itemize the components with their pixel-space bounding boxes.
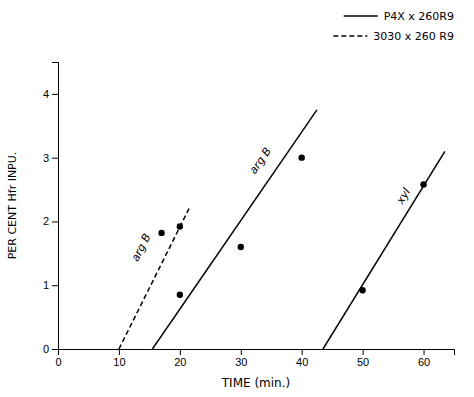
x-tick: 60 — [418, 349, 430, 368]
legend-label: P4X x 260R9 — [384, 10, 454, 23]
x-tick-mark — [424, 349, 425, 355]
fit-line — [323, 151, 445, 349]
x-tick-label: 50 — [357, 356, 369, 368]
data-point — [158, 230, 164, 236]
plot-area — [119, 110, 445, 349]
y-tick: 1 — [43, 279, 58, 291]
y-tick-label: 0 — [43, 343, 49, 355]
annotation: xyl — [393, 186, 413, 207]
x-tick: 0 — [55, 349, 61, 368]
y-axis-title: PER CENT Hfr INPU. — [6, 152, 19, 260]
annotation: arg B — [247, 145, 274, 177]
x-tick-label: 10 — [113, 356, 125, 368]
fit-line — [119, 209, 189, 349]
x-tick-label: 30 — [235, 356, 247, 368]
y-tick: 2 — [43, 215, 58, 227]
y-tick-mark — [52, 221, 58, 222]
x-tick-mark — [302, 349, 303, 355]
data-point — [359, 287, 365, 293]
x-tick: 40 — [296, 349, 308, 368]
legend: P4X x 260R9 3030 x 260 R9 — [333, 10, 454, 43]
legend-label: 3030 x 260 R9 — [373, 30, 454, 43]
y-tick: 4 — [43, 88, 58, 100]
y-tick-mark — [52, 94, 58, 95]
x-tick: 50 — [357, 349, 369, 368]
annotations: arg B arg B xyl — [129, 145, 413, 264]
x-tick-label: 0 — [55, 356, 61, 368]
x-tick-mark — [180, 349, 181, 355]
x-axis: 0 10 20 30 40 50 60 — [55, 349, 454, 368]
legend-swatch — [344, 15, 378, 17]
data-point — [298, 154, 304, 160]
x-tick-mark — [119, 349, 120, 355]
x-tick-label: 40 — [296, 356, 308, 368]
y-tick-label: 2 — [43, 215, 49, 227]
legend-item: 3030 x 260 R9 — [333, 30, 454, 43]
chart: 0 10 20 30 40 50 60 0 1 2 3 4 TIME (min.) PER CENT Hf… — [0, 0, 474, 397]
x-tick: 20 — [174, 349, 186, 368]
x-axis-line — [59, 350, 455, 356]
y-axis: 0 1 2 3 4 — [43, 63, 59, 356]
x-tick-label: 20 — [174, 356, 186, 368]
legend-item: P4X x 260R9 — [344, 10, 454, 23]
x-tick: 30 — [235, 349, 247, 368]
y-tick: 3 — [43, 152, 58, 164]
y-tick-mark — [52, 349, 58, 350]
x-tick-mark — [363, 349, 364, 355]
data-point — [177, 292, 183, 298]
data-point — [177, 223, 183, 229]
y-tick-label: 4 — [43, 88, 49, 100]
y-tick-label: 3 — [43, 152, 49, 164]
x-tick-mark — [241, 349, 242, 355]
y-tick-mark — [52, 285, 58, 286]
y-tick: 0 — [43, 343, 58, 355]
y-tick-label: 1 — [43, 279, 49, 291]
annotation: arg B — [129, 232, 154, 264]
x-axis-title: TIME (min.) — [221, 376, 290, 390]
x-tick: 10 — [113, 349, 125, 368]
data-point — [238, 244, 244, 250]
data-point — [420, 181, 426, 187]
y-axis-line — [52, 63, 59, 350]
y-tick-mark — [52, 158, 58, 159]
fit-line — [152, 110, 316, 349]
x-tick-label: 60 — [418, 356, 430, 368]
legend-swatch — [333, 35, 367, 37]
